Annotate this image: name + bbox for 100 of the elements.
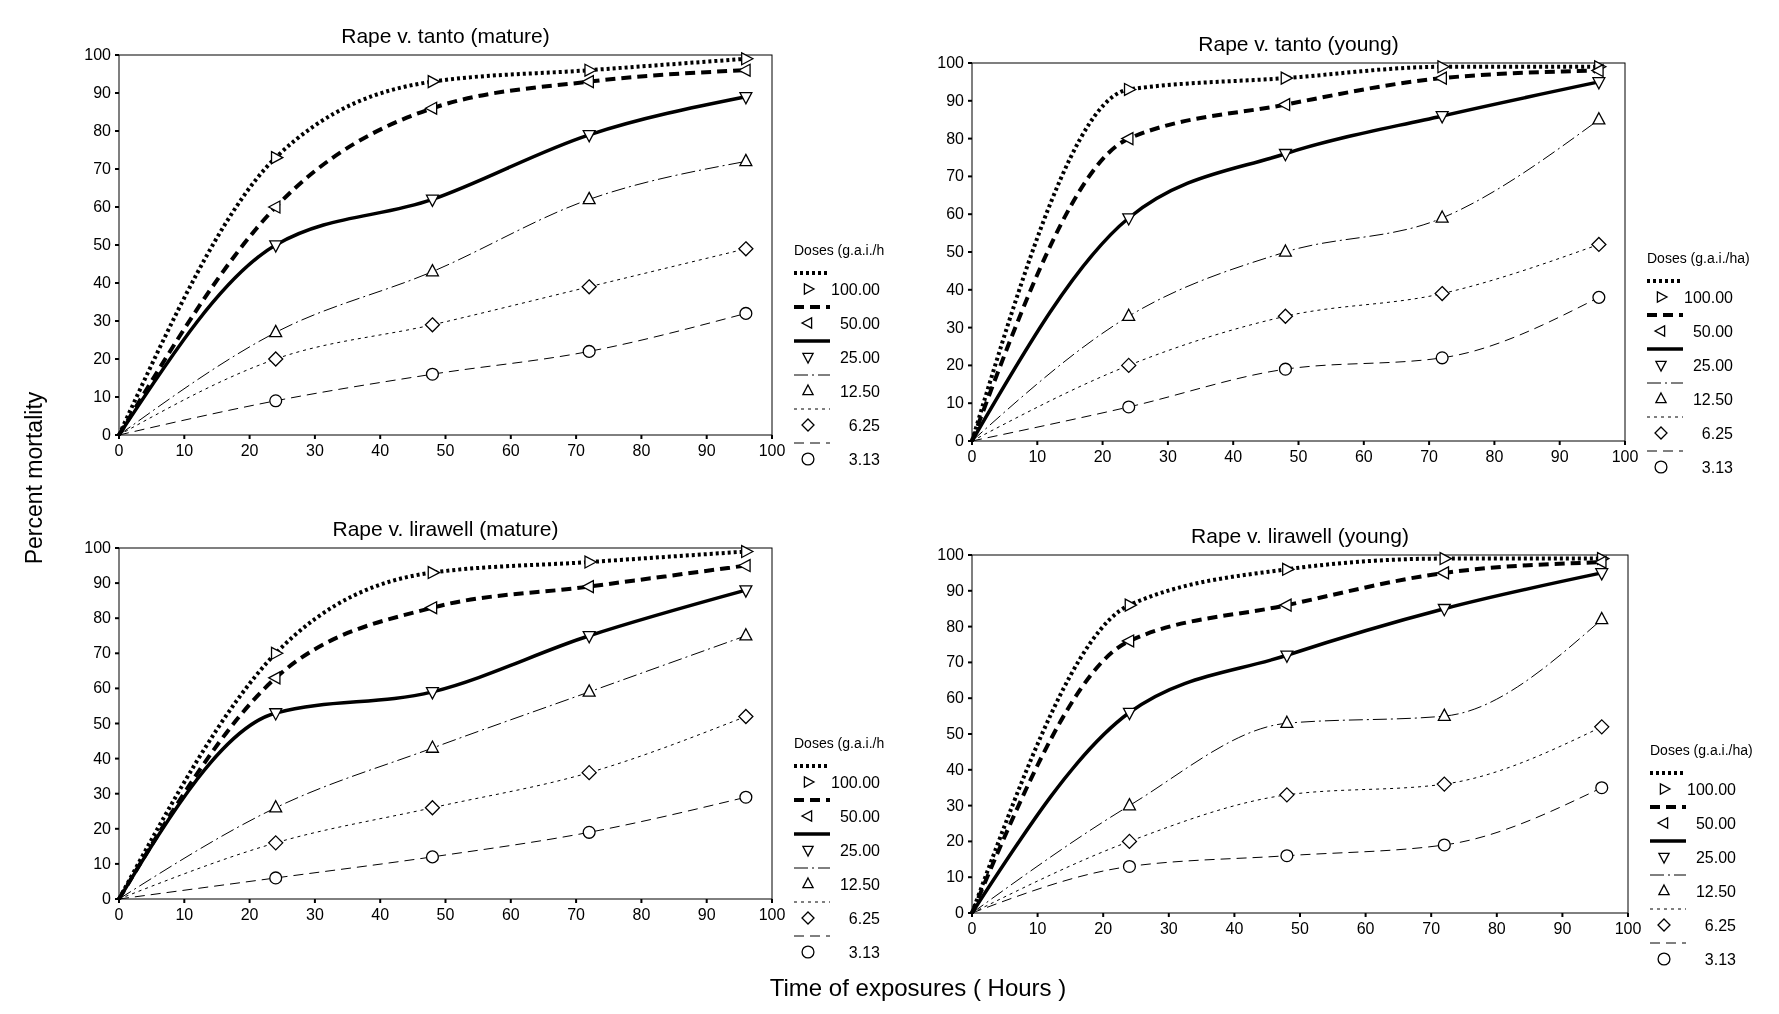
- legend-title: Doses (g.a.i./h: [794, 242, 885, 258]
- x-tick-label: 20: [1094, 920, 1113, 937]
- y-tick-label: 10: [946, 868, 965, 886]
- chart-title: Rape v. lirawell (mature): [332, 517, 559, 540]
- x-axis-title: Time of exposures ( Hours ): [769, 974, 1067, 1001]
- legend-title: Doses (g.a.i./ha): [1647, 250, 1750, 266]
- y-tick-label: 20: [946, 356, 965, 374]
- y-tick-label: 70: [93, 644, 112, 662]
- y-tick-label: 50: [93, 714, 112, 732]
- x-tick-label: 70: [1422, 920, 1441, 937]
- legend-label: 3.13: [848, 451, 881, 468]
- y-tick-label: 80: [93, 609, 112, 627]
- x-tick-label: 40: [371, 442, 390, 459]
- legend-title: Doses (g.a.i./ha): [1650, 742, 1753, 758]
- y-tick-label: 20: [946, 832, 965, 850]
- x-tick-label: 70: [567, 442, 586, 459]
- x-tick-label: 90: [1550, 448, 1569, 465]
- y-tick-label: 100: [84, 46, 112, 63]
- x-tick-label: 50: [436, 442, 455, 459]
- x-tick-label: 80: [632, 906, 651, 923]
- y-tick-label: 0: [102, 426, 112, 443]
- x-tick-label: 0: [967, 920, 977, 937]
- legend-title: Doses (g.a.i./h: [794, 735, 885, 751]
- y-tick-label: 80: [93, 122, 112, 139]
- y-tick-label: 40: [93, 749, 112, 767]
- y-tick-label: 90: [946, 91, 965, 109]
- legend-label: 6.25: [1704, 917, 1737, 934]
- legend-label: 12.50: [1692, 391, 1734, 408]
- x-tick-label: 50: [1289, 448, 1308, 465]
- y-tick-label: 50: [946, 243, 965, 260]
- y-tick-label: 10: [946, 394, 965, 412]
- y-tick-label: 100: [937, 546, 965, 563]
- y-tick-label: 60: [93, 198, 112, 215]
- y-tick-label: 90: [946, 581, 965, 599]
- legend-label: 100.00: [1684, 289, 1734, 306]
- x-tick-label: 80: [632, 442, 651, 459]
- x-tick-label: 70: [567, 906, 586, 923]
- legend-label: 12.50: [1695, 883, 1737, 900]
- x-tick-label: 70: [1420, 448, 1439, 465]
- y-tick-label: 70: [946, 167, 965, 185]
- x-tick-label: 60: [501, 442, 520, 459]
- x-tick-label: 90: [697, 906, 716, 923]
- x-tick-label: 30: [1159, 448, 1177, 465]
- x-tick-label: 20: [240, 906, 259, 923]
- x-tick-label: 80: [1487, 920, 1506, 937]
- y-tick-label: 20: [93, 350, 112, 367]
- chart-title: Rape v. lirawell (young): [1191, 524, 1409, 547]
- y-tick-label: 30: [93, 312, 112, 329]
- y-tick-label: 10: [93, 854, 112, 872]
- y-tick-label: 80: [946, 617, 965, 635]
- x-tick-label: 90: [1553, 920, 1572, 937]
- legend-label: 6.25: [848, 417, 881, 434]
- y-tick-label: 40: [93, 274, 112, 291]
- y-tick-label: 30: [93, 784, 112, 802]
- x-tick-label: 20: [1093, 448, 1112, 465]
- legend-label: 50.00: [839, 315, 881, 332]
- x-tick-label: 0: [114, 442, 124, 459]
- x-tick-label: 50: [1291, 920, 1309, 937]
- y-tick-label: 60: [946, 689, 965, 707]
- y-tick-label: 100: [937, 54, 965, 71]
- legend-label: 100.00: [1687, 781, 1737, 798]
- x-tick-label: 30: [306, 442, 324, 459]
- x-tick-label: 100: [758, 442, 786, 459]
- chart-title: Rape v. tanto (young): [1198, 32, 1399, 55]
- x-tick-label: 40: [371, 906, 390, 923]
- legend-label: 25.00: [1695, 849, 1737, 866]
- y-tick-label: 20: [93, 819, 112, 837]
- x-tick-label: 50: [436, 906, 455, 923]
- x-tick-label: 0: [967, 448, 977, 465]
- y-tick-label: 100: [84, 539, 112, 556]
- legend-label: 3.13: [1701, 459, 1734, 476]
- y-tick-label: 30: [946, 796, 965, 814]
- legend-label: 25.00: [839, 349, 881, 366]
- legend-label: 100.00: [831, 774, 881, 791]
- x-tick-label: 60: [1356, 920, 1375, 937]
- y-tick-label: 10: [93, 388, 112, 405]
- y-tick-label: 60: [93, 679, 112, 697]
- legend-label: 12.50: [839, 383, 881, 400]
- x-tick-label: 40: [1225, 920, 1244, 937]
- legend-label: 25.00: [1692, 357, 1734, 374]
- y-tick-label: 60: [946, 205, 965, 223]
- x-tick-label: 40: [1224, 448, 1243, 465]
- legend-label: 100.00: [831, 281, 881, 298]
- legend-label: 50.00: [1695, 815, 1737, 832]
- x-tick-label: 80: [1485, 448, 1504, 465]
- y-tick-label: 30: [946, 318, 965, 336]
- y-tick-label: 0: [102, 890, 112, 907]
- chart-title: Rape v. tanto (mature): [341, 24, 550, 47]
- y-tick-label: 40: [946, 280, 965, 298]
- legend-label: 50.00: [1692, 323, 1734, 340]
- legend-label: 6.25: [1701, 425, 1734, 442]
- y-tick-label: 50: [93, 236, 112, 253]
- x-tick-label: 10: [1028, 448, 1047, 465]
- y-tick-label: 40: [946, 760, 965, 778]
- y-tick-label: 70: [93, 160, 112, 177]
- x-tick-label: 30: [1159, 920, 1178, 937]
- x-tick-label: 100: [758, 906, 786, 923]
- legend-label: 6.25: [848, 910, 881, 927]
- x-tick-label: 10: [1028, 920, 1047, 937]
- x-tick-label: 60: [1354, 448, 1373, 465]
